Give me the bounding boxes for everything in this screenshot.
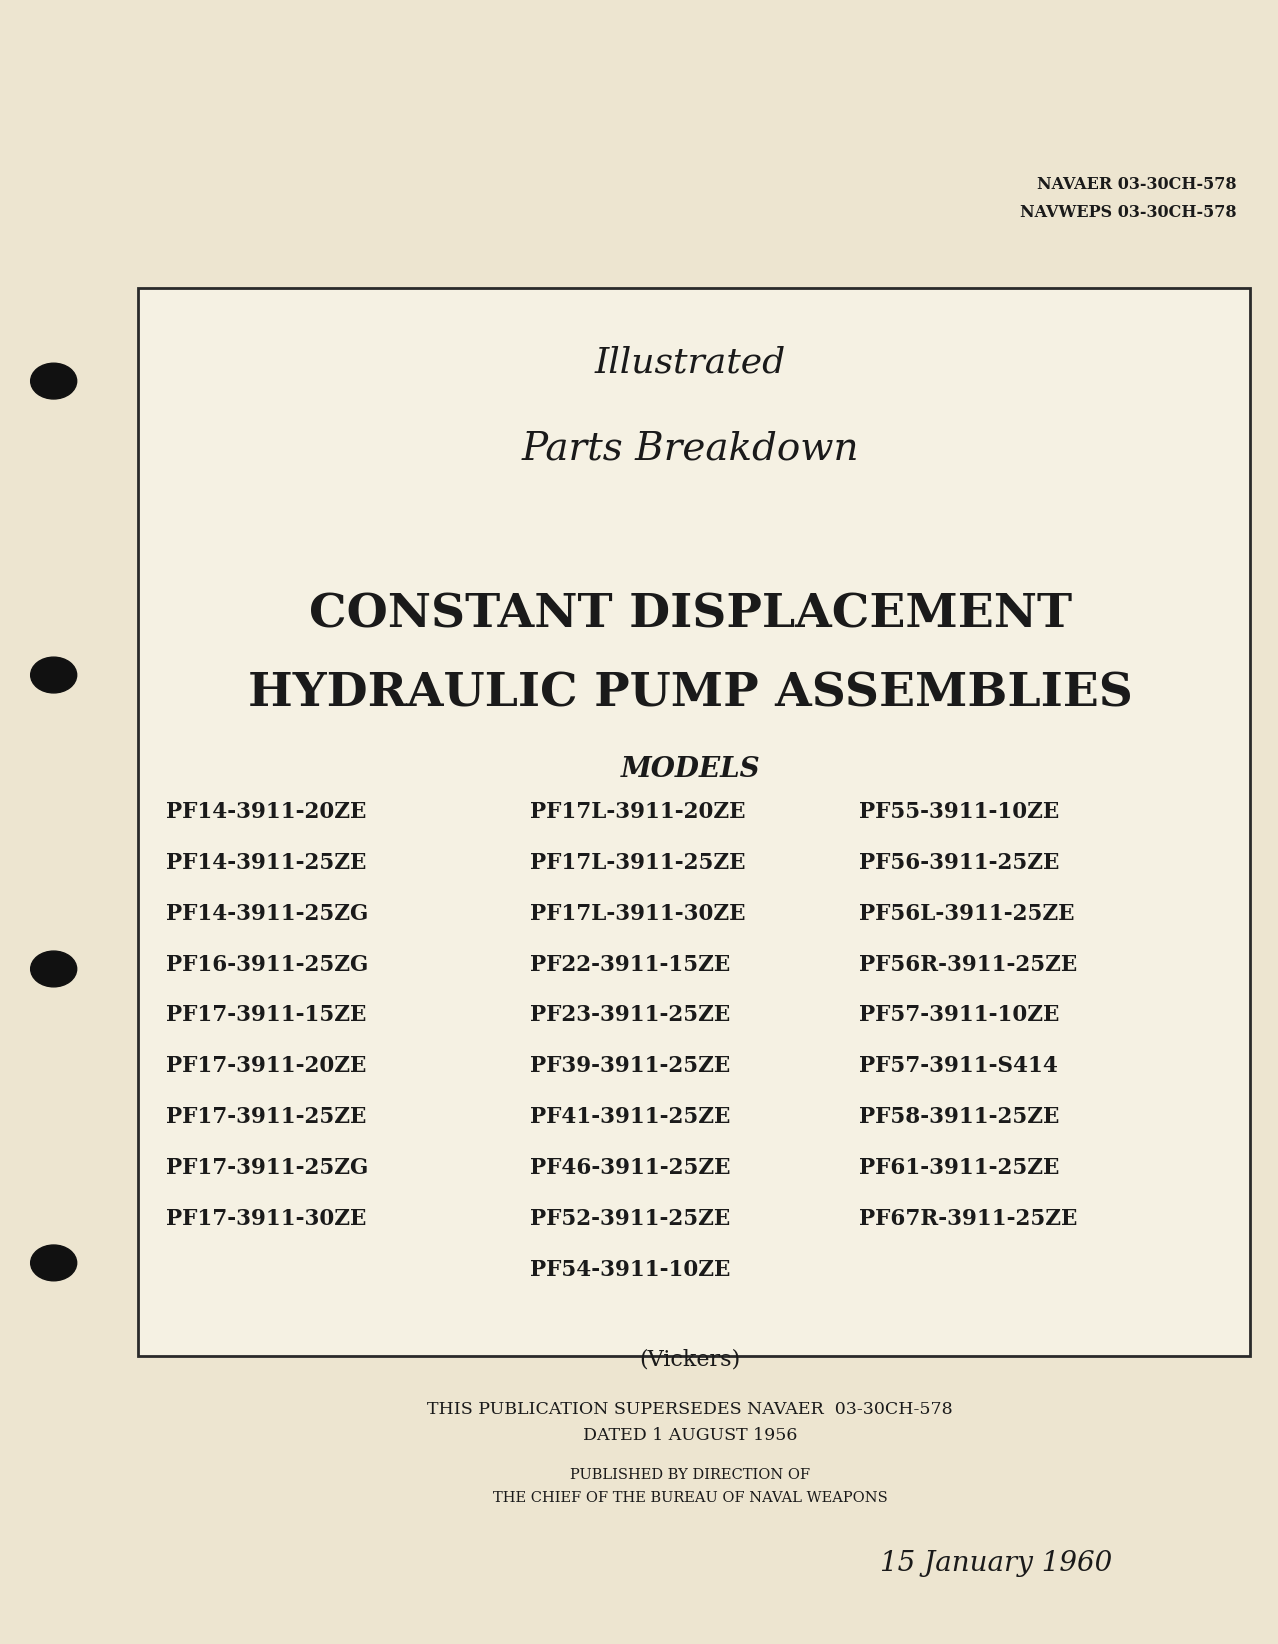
Text: PF57-3911-10ZE: PF57-3911-10ZE — [859, 1004, 1059, 1026]
Text: (Vickers): (Vickers) — [639, 1348, 741, 1369]
Text: CONSTANT DISPLACEMENT: CONSTANT DISPLACEMENT — [308, 592, 1072, 638]
Text: PF56R-3911-25ZE: PF56R-3911-25ZE — [859, 954, 1077, 975]
Text: THE CHIEF OF THE BUREAU OF NAVAL WEAPONS: THE CHIEF OF THE BUREAU OF NAVAL WEAPONS — [493, 1491, 887, 1506]
Text: PF61-3911-25ZE: PF61-3911-25ZE — [859, 1157, 1059, 1179]
Text: PF67R-3911-25ZE: PF67R-3911-25ZE — [859, 1208, 1077, 1230]
Text: PF17L-3911-30ZE: PF17L-3911-30ZE — [530, 903, 746, 924]
Text: PF54-3911-10ZE: PF54-3911-10ZE — [530, 1259, 731, 1281]
Text: PF41-3911-25ZE: PF41-3911-25ZE — [530, 1106, 731, 1128]
Text: PF55-3911-10ZE: PF55-3911-10ZE — [859, 801, 1059, 822]
Text: PF46-3911-25ZE: PF46-3911-25ZE — [530, 1157, 731, 1179]
Text: DATED 1 AUGUST 1956: DATED 1 AUGUST 1956 — [583, 1427, 797, 1443]
Text: PF56-3911-25ZE: PF56-3911-25ZE — [859, 852, 1059, 873]
Ellipse shape — [31, 952, 77, 986]
Text: PF17-3911-20ZE: PF17-3911-20ZE — [166, 1055, 367, 1077]
Ellipse shape — [31, 658, 77, 692]
Text: PF23-3911-25ZE: PF23-3911-25ZE — [530, 1004, 731, 1026]
Text: PF16-3911-25ZG: PF16-3911-25ZG — [166, 954, 368, 975]
Text: PF39-3911-25ZE: PF39-3911-25ZE — [530, 1055, 731, 1077]
Ellipse shape — [31, 1245, 77, 1281]
Text: THIS PUBLICATION SUPERSEDES NAVAER  03-30CH-578: THIS PUBLICATION SUPERSEDES NAVAER 03-30… — [427, 1401, 953, 1417]
Text: PF17-3911-15ZE: PF17-3911-15ZE — [166, 1004, 367, 1026]
Text: PF17-3911-25ZG: PF17-3911-25ZG — [166, 1157, 368, 1179]
Text: PF17L-3911-20ZE: PF17L-3911-20ZE — [530, 801, 746, 822]
Text: Illustrated: Illustrated — [594, 345, 786, 380]
Text: PF52-3911-25ZE: PF52-3911-25ZE — [530, 1208, 731, 1230]
Text: PUBLISHED BY DIRECTION OF: PUBLISHED BY DIRECTION OF — [570, 1468, 810, 1483]
Text: PF17-3911-25ZE: PF17-3911-25ZE — [166, 1106, 367, 1128]
Text: PF14-3911-25ZG: PF14-3911-25ZG — [166, 903, 368, 924]
Text: PF58-3911-25ZE: PF58-3911-25ZE — [859, 1106, 1059, 1128]
Text: PF17-3911-30ZE: PF17-3911-30ZE — [166, 1208, 367, 1230]
Text: PF57-3911-S414: PF57-3911-S414 — [859, 1055, 1058, 1077]
Text: 15 January 1960: 15 January 1960 — [879, 1550, 1112, 1577]
Ellipse shape — [31, 363, 77, 399]
Text: HYDRAULIC PUMP ASSEMBLIES: HYDRAULIC PUMP ASSEMBLIES — [248, 671, 1132, 717]
Text: PF22-3911-15ZE: PF22-3911-15ZE — [530, 954, 731, 975]
Text: NAVWEPS 03-30CH-578: NAVWEPS 03-30CH-578 — [1020, 204, 1237, 220]
Text: PF56L-3911-25ZE: PF56L-3911-25ZE — [859, 903, 1075, 924]
Bar — [138, 288, 1250, 1356]
Text: PF14-3911-25ZE: PF14-3911-25ZE — [166, 852, 367, 873]
Text: Parts Breakdown: Parts Breakdown — [521, 431, 859, 469]
Text: MODELS: MODELS — [620, 756, 760, 783]
Text: PF14-3911-20ZE: PF14-3911-20ZE — [166, 801, 367, 822]
Text: NAVAER 03-30CH-578: NAVAER 03-30CH-578 — [1038, 176, 1237, 192]
Text: PF17L-3911-25ZE: PF17L-3911-25ZE — [530, 852, 746, 873]
